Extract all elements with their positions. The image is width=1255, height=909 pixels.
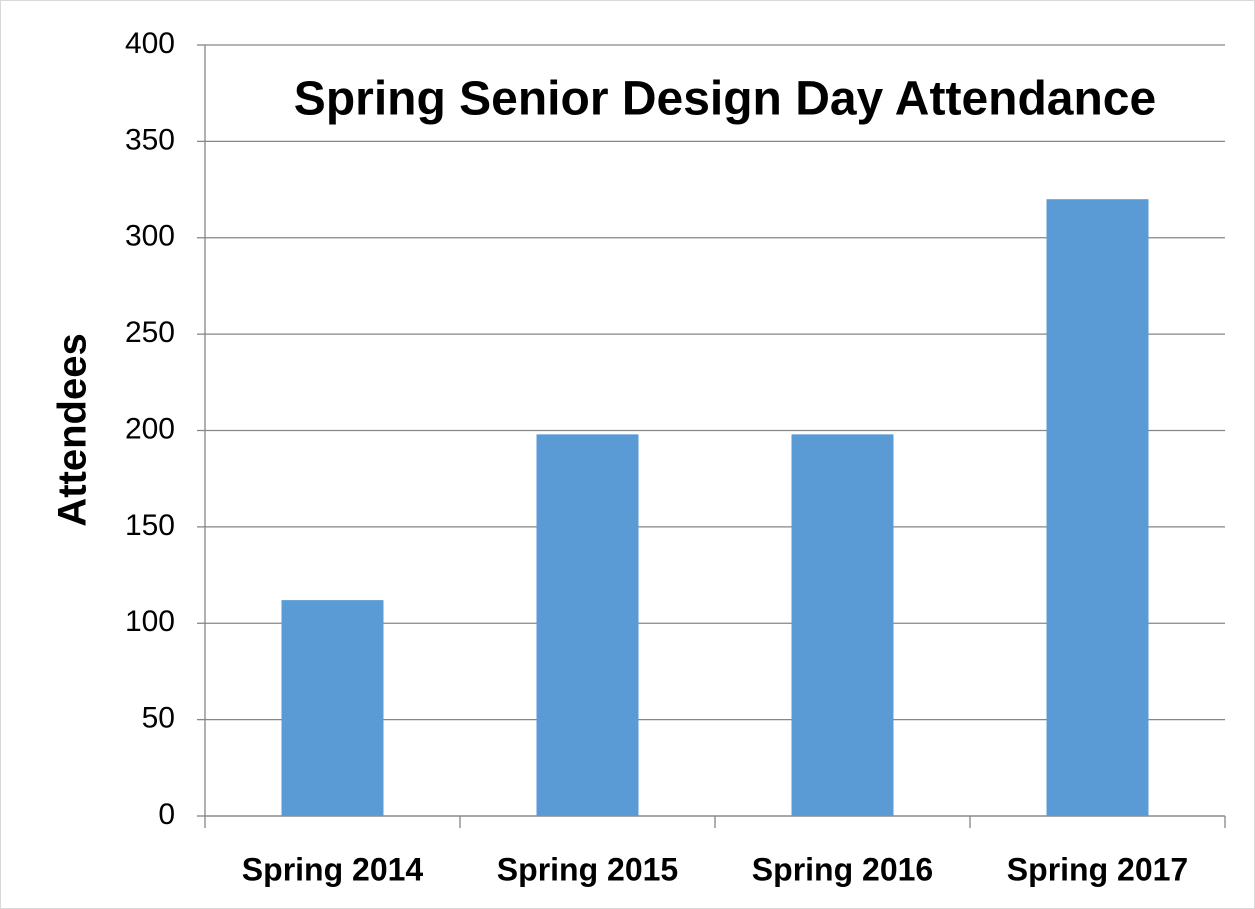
y-tick-label: 50 (142, 702, 175, 735)
x-tick-label: Spring 2014 (242, 851, 424, 887)
y-tick-label: 100 (125, 605, 175, 638)
y-tick-label: 300 (125, 220, 175, 253)
y-tick-label: 0 (158, 798, 175, 831)
chart-title: Spring Senior Design Day Attendance (294, 73, 1156, 126)
bar (1046, 199, 1149, 816)
y-tick-label: 250 (125, 316, 175, 349)
x-tick-label: Spring 2016 (752, 851, 933, 887)
x-tick-label: Spring 2017 (1007, 851, 1188, 887)
y-tick-label: 150 (125, 509, 175, 542)
x-tick-label: Spring 2015 (497, 851, 678, 887)
bar (536, 434, 639, 816)
bar (281, 600, 384, 816)
y-tick-label: 200 (125, 412, 175, 445)
y-axis-label: Attendees (51, 333, 95, 526)
bar (791, 434, 894, 816)
y-tick-label: 350 (125, 123, 175, 156)
y-tick-label: 400 (125, 27, 175, 60)
